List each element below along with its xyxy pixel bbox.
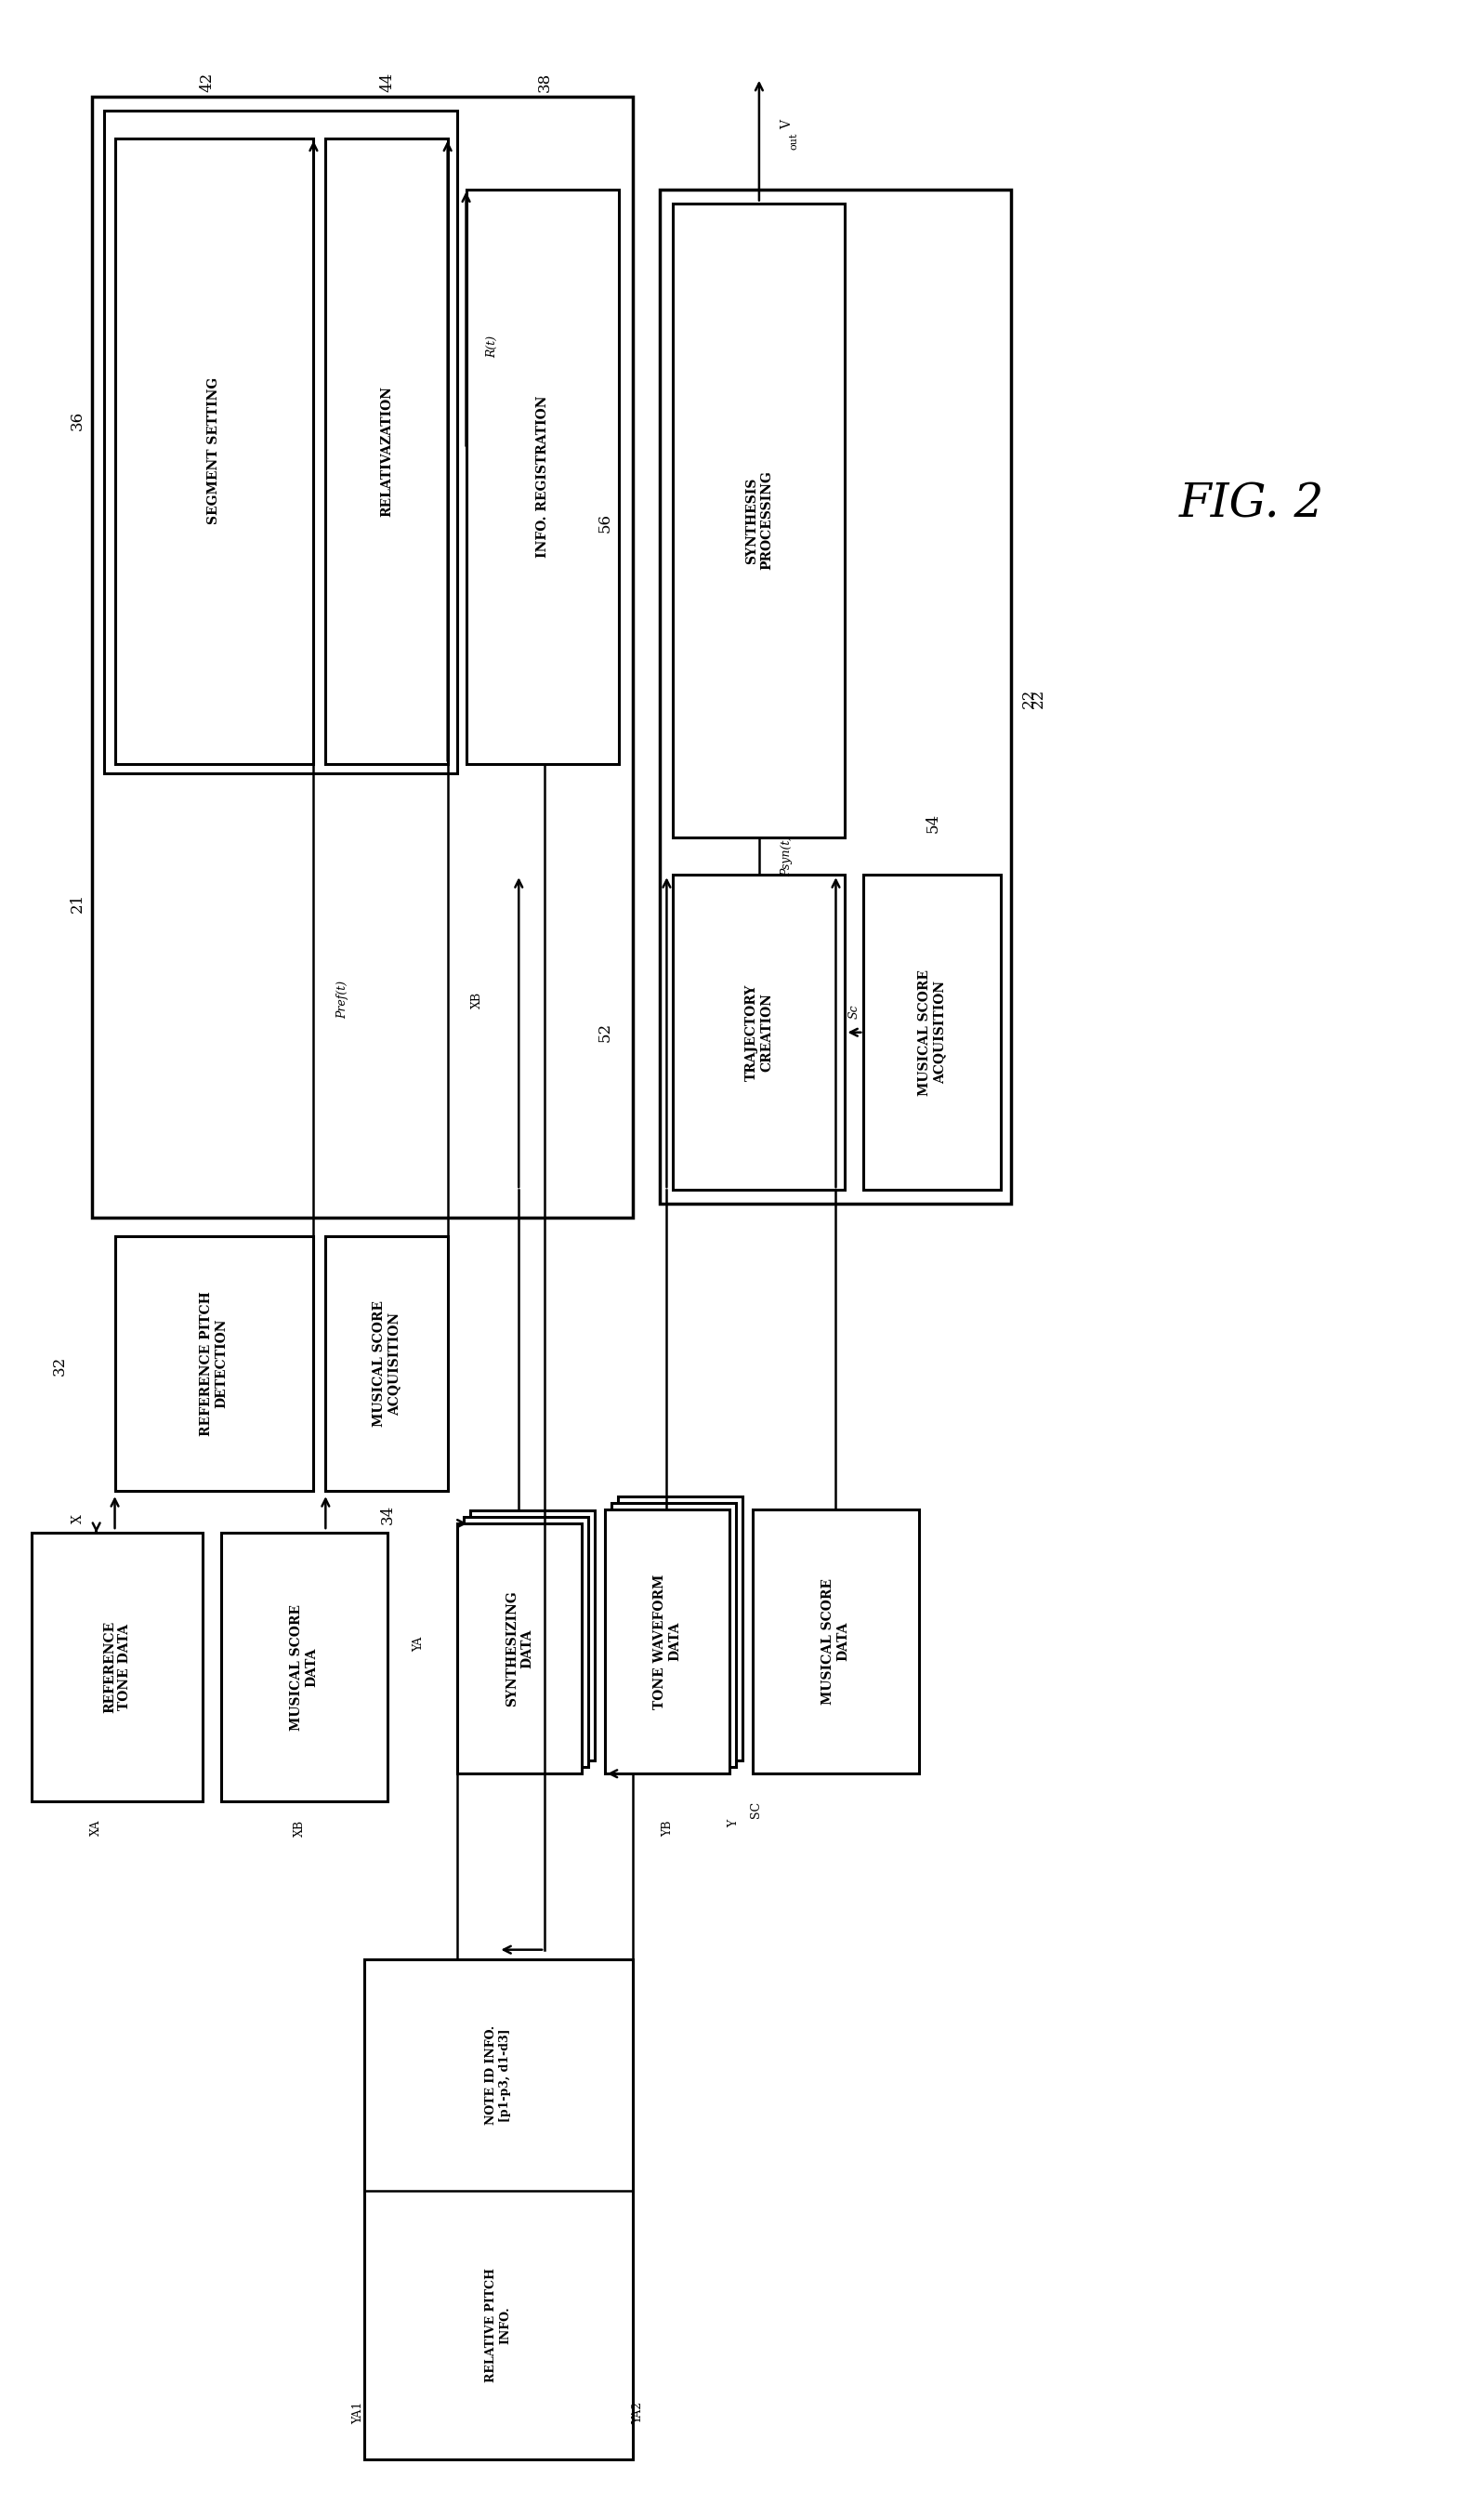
Text: RELATIVAZATION: RELATIVAZATION [380,386,393,516]
Text: NOTE ID INFO.
[p1-p3, d1-d3]: NOTE ID INFO. [p1-p3, d1-d3] [485,2026,512,2123]
Text: V: V [781,120,794,130]
Text: MUSICAL SCORE
DATA: MUSICAL SCORE DATA [822,1578,850,1705]
Text: XB: XB [294,1820,306,1838]
Text: RELATIVE PITCH
INFO.: RELATIVE PITCH INFO. [485,2269,512,2381]
Text: TRAJECTORY
CREATION: TRAJECTORY CREATION [745,984,773,1082]
Bar [325,138,448,764]
Text: Y: Y [729,1820,741,1828]
Text: REFERENCE PITCH
DETECTION: REFERENCE PITCH DETECTION [200,1292,229,1435]
Bar [31,1532,203,1800]
Text: 52: 52 [597,1022,613,1042]
Bar [864,874,1000,1189]
Text: FIG. 2: FIG. 2 [1180,481,1324,528]
Bar [660,190,1012,1204]
Text: TONE WAVEFORM
DATA: TONE WAVEFORM DATA [653,1575,681,1710]
Text: YB: YB [662,1820,674,1835]
Text: SYNTHESIZING
DATA: SYNTHESIZING DATA [505,1590,533,1708]
Bar [752,1510,919,1773]
Bar [365,1958,632,2459]
Text: MUSICAL SCORE
ACQUISITION: MUSICAL SCORE ACQUISITION [372,1300,401,1427]
Text: 32: 32 [52,1357,67,1375]
Bar [674,203,844,839]
Text: 44: 44 [380,73,395,93]
Text: out: out [789,133,798,150]
Text: X: X [71,1515,85,1522]
Text: 22: 22 [1021,689,1036,709]
Text: MUSICAL SCORE
DATA: MUSICAL SCORE DATA [291,1605,319,1730]
Bar [92,98,632,1217]
Text: REFERENCE
TONE DATA: REFERENCE TONE DATA [102,1620,131,1713]
Text: MUSICAL SCORE
ACQUISITION: MUSICAL SCORE ACQUISITION [919,969,945,1097]
Text: YA1: YA1 [352,2401,365,2424]
Bar [470,1510,595,1760]
Text: SEGMENT SETTING: SEGMENT SETTING [208,378,221,523]
Text: YA: YA [413,1638,424,1653]
Text: XB: XB [470,992,482,1009]
Bar [221,1532,387,1800]
Bar [611,1502,736,1768]
Bar [104,110,457,774]
Text: YA2: YA2 [632,2401,644,2424]
Bar [325,1237,448,1490]
Bar [114,1237,313,1490]
Bar [114,138,313,764]
Bar [463,1517,588,1768]
Text: 34: 34 [380,1505,395,1525]
Text: R(t): R(t) [487,336,499,358]
Text: 54: 54 [925,814,941,834]
Bar [457,1522,582,1773]
Bar [674,874,844,1189]
Text: 38: 38 [537,73,552,93]
Text: XA: XA [91,1820,102,1835]
Bar [617,1497,742,1760]
Text: SYNTHESIS
PROCESSING: SYNTHESIS PROCESSING [745,471,773,571]
Text: 42: 42 [199,73,215,93]
Text: 56: 56 [597,513,613,533]
Text: Sc: Sc [849,1004,861,1019]
Bar [604,1510,730,1773]
Text: 36: 36 [70,411,86,431]
Text: 22: 22 [1030,689,1046,709]
Text: Pref(t): Pref(t) [337,982,349,1019]
Text: SC: SC [749,1800,761,1818]
Text: Psyn(t): Psyn(t) [781,836,792,876]
Bar [466,190,619,764]
Text: INFO. REGISTRATION: INFO. REGISTRATION [536,396,549,558]
Text: 21: 21 [70,894,86,911]
